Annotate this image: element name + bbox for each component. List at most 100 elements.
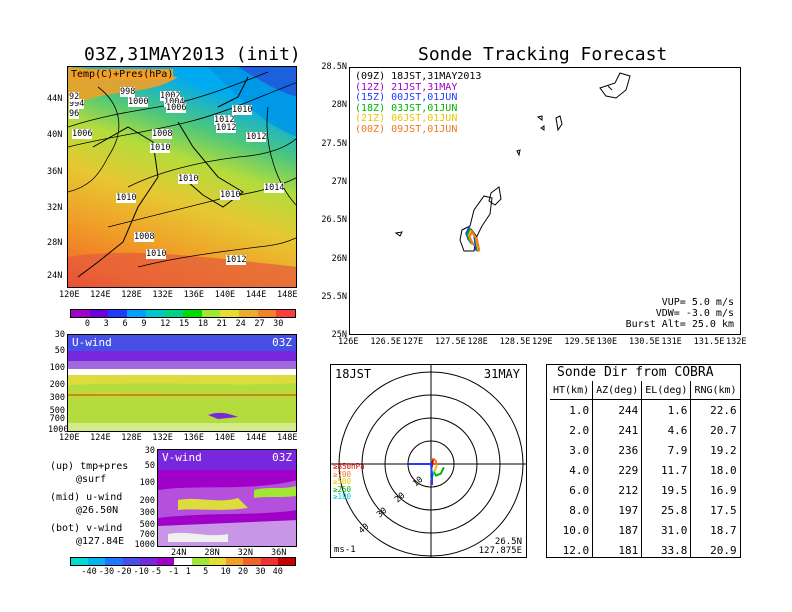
polar-date: 31MAY	[483, 367, 520, 381]
temp-lat-label: 44N	[47, 94, 63, 104]
pressure-label: 1000	[48, 425, 69, 435]
track-legend-entry: (09Z) 18JST,31MAY2013	[355, 71, 482, 83]
colorbar-tick: 12	[160, 319, 171, 329]
pressure-label: 700	[139, 530, 155, 540]
colorbar-segment	[220, 310, 240, 317]
table-cell: 12.0	[562, 543, 590, 557]
note-mid-level: @26.50N	[76, 505, 119, 516]
colorbar-segment	[108, 310, 128, 317]
isobar-label: 1002	[160, 91, 181, 101]
u-wind-lon-label: 140E	[214, 433, 236, 443]
colorbar-segment	[127, 310, 146, 317]
legend-text: 18JST,31MAY2013	[391, 71, 482, 82]
temp-colorbar	[70, 309, 296, 318]
table-row: 3.0 236 7.9 19.2	[550, 440, 740, 460]
note-up: (up) tmp+pres	[50, 461, 129, 472]
track-lat-label: 28N	[331, 100, 347, 111]
track-lon-label: 126E	[338, 337, 359, 347]
u-wind-lon-label: 120E	[59, 433, 80, 443]
pressure-label: 500	[49, 406, 65, 416]
colorbar-segment	[183, 310, 202, 317]
table-cell: 4.6	[641, 420, 691, 440]
table-cell: 241	[592, 420, 642, 440]
table-cell: 3.0	[569, 443, 590, 457]
table-row: 2.0 241 4.6 20.7	[550, 420, 740, 440]
sonde-table-panel: Sonde Dir from COBRA HT(km) AZ(deg) EL(deg…	[546, 364, 741, 558]
polar-time: 18JST	[335, 367, 372, 381]
note-bot-level: @127.84E	[76, 536, 125, 547]
track-lat-label: 28.5N	[321, 62, 347, 72]
table-cell: 187	[592, 520, 642, 540]
colorbar-segment	[88, 558, 106, 565]
track-lon-label: 128E	[467, 337, 488, 347]
temp-pressure-map: Temp(C)+Pres(hPa) 994 96 92 1006 998 100…	[67, 66, 297, 288]
note-mid: (mid) u-wind	[50, 492, 123, 503]
note-bot: (bot) v-wind	[50, 523, 123, 534]
colorbar-segment	[164, 310, 184, 317]
table-cell: 18.7	[690, 520, 740, 540]
sonde-table: HT(km) AZ(deg) EL(deg) RNG(km) 1.0 244 1.6 22.…	[550, 381, 740, 557]
table-cell: 20.7	[690, 420, 740, 440]
colorbar-segment	[191, 558, 209, 565]
map-label: Temp(C)+Pres(hPa)	[71, 69, 174, 80]
u-wind-lon-label: 144E	[245, 433, 267, 443]
table-header: RNG(km)	[690, 381, 740, 400]
table-row: 6.0 212 19.5 16.9	[550, 480, 740, 500]
colorbar-segment	[260, 558, 278, 565]
wind-colorbar	[70, 557, 296, 566]
level-legend-entry: ≥500	[333, 477, 352, 486]
u-wind-label: U-wind	[72, 336, 112, 349]
colorbar-segment	[157, 558, 175, 565]
table-cell: 229	[592, 460, 642, 480]
u-wind-panel: U-wind 03Z	[67, 334, 297, 432]
track-legend-entry: (12Z) 21JST,31MAY	[355, 82, 481, 94]
table-cell: 6.0	[569, 483, 590, 497]
level-legend-entry: ≥250	[333, 484, 352, 494]
pressure-label: 30	[144, 446, 155, 456]
track-lon-label: 127E	[402, 337, 424, 347]
polar-hodograph	[409, 457, 445, 485]
temp-lon-label: 132E	[152, 290, 173, 300]
track-lat-label: 27N	[331, 176, 347, 187]
track-lon-label: 132E	[726, 337, 747, 347]
table-cell: 197	[592, 500, 642, 520]
track-lon-label: 126.5E	[370, 337, 402, 347]
track-lon-label: 130.5E	[629, 337, 660, 347]
legend-tag: (15Z)	[355, 92, 392, 103]
colorbar-segment	[201, 310, 221, 317]
colorbar-segment	[276, 310, 296, 317]
track-legend-entry: (00Z) 09JST,01JUN	[355, 124, 481, 136]
pressure-label: 50	[54, 346, 65, 356]
temp-lon-label: 128E	[121, 290, 142, 300]
isobar-label: 1014	[264, 183, 285, 193]
track-legend-entry: (18Z) 03JST,01JUN	[355, 103, 481, 115]
colorbar-tick: 30	[255, 567, 266, 577]
pressure-label: 50	[144, 461, 155, 471]
track-lon-label: 131E	[661, 337, 682, 347]
isobar-label: 1010	[116, 193, 137, 203]
level-legend-entry: ≥700	[333, 469, 352, 479]
colorbar-tick: -1	[168, 567, 179, 577]
isobar-label: 1010	[146, 249, 167, 259]
track-map: (09Z) 18JST,31MAY2013 (12Z) 21JST,31MAY (1…	[349, 67, 741, 335]
isobar-label: 1012	[214, 115, 235, 125]
isobar-label: 1012	[216, 123, 237, 133]
colorbar-tick: 20	[237, 567, 249, 577]
hodograph-surface-segment	[409, 463, 433, 485]
u-wind-lon-label: 128E	[121, 433, 142, 443]
temp-lon-label: 148E	[277, 290, 298, 300]
track-lat-label: 25N	[331, 330, 347, 341]
colorbar-segment	[243, 558, 261, 565]
isobar-label: 1008	[152, 129, 173, 139]
vup-param: VUP= 5.0 m/s	[661, 297, 734, 308]
table-cell: 18.0	[690, 460, 740, 480]
track-lat-label: 25.5N	[321, 291, 347, 302]
burst-alt-param: Burst Alt= 25.0 km	[625, 319, 734, 330]
temp-lon-label: 124E	[90, 290, 111, 300]
isobar-label: 1006	[166, 103, 187, 113]
track-lon-label: 129.5E	[564, 337, 596, 347]
track-legend-entry: (15Z) 00JST,01JUN	[355, 92, 481, 104]
legend-tag: (09Z)	[355, 71, 392, 82]
isobar-label: 1010	[232, 105, 253, 115]
isobar-label: 92	[69, 92, 80, 102]
